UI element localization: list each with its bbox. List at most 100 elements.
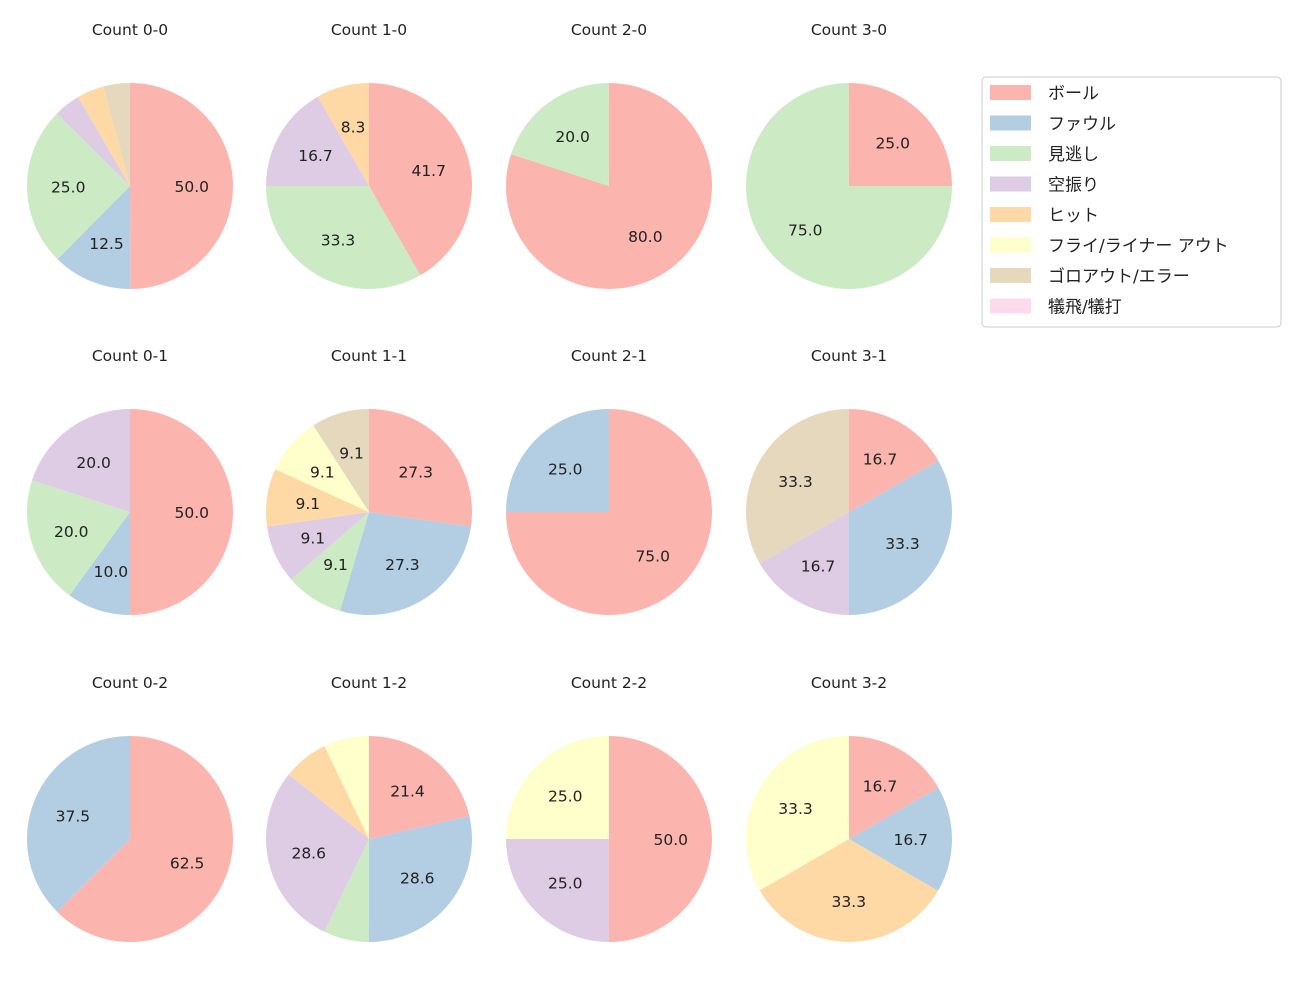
pie-count-0-1: Count 0-1 50.0 10.0 20.0 20.0 [27, 347, 233, 615]
pie-count-0-0: Count 0-0 50.0 12.5 25.0 [26, 21, 233, 289]
pie-slice-2 [511, 83, 609, 186]
slice-label: 16.7 [801, 557, 836, 575]
slice-label: 16.7 [863, 778, 898, 796]
pie-slice-5 [506, 736, 609, 839]
pie-slice-2 [266, 186, 421, 290]
pie-slice-0 [57, 736, 234, 943]
pie-count-3-2: Count 3-2 16.7 16.7 33.3 33.3 [746, 674, 952, 942]
slice-label: 9.1 [296, 495, 321, 513]
legend-swatch [990, 115, 1031, 131]
pie-slice-1 [849, 460, 953, 615]
pie-count-1-0: Count 1-0 41.7 33.3 16.7 8.3 [266, 21, 473, 290]
pie-slice-4 [78, 86, 130, 186]
pie-slice-1 [57, 186, 131, 289]
pie-slice-3 [266, 96, 369, 186]
pie-slice-1 [69, 512, 130, 615]
slice-label: 20.0 [76, 454, 111, 472]
slice-label: 27.3 [385, 556, 420, 574]
pie-slice-4 [317, 83, 369, 186]
slice-label: 9.1 [323, 556, 348, 574]
slice-label: 9.1 [339, 445, 364, 463]
slice-label: 50.0 [654, 831, 689, 849]
pie-slice-1 [368, 816, 472, 943]
pie-slice-1 [849, 787, 952, 891]
pie-title: Count 0-0 [92, 21, 168, 39]
pie-slice-3 [506, 839, 609, 942]
pie-title: Count 1-2 [331, 674, 407, 692]
slice-label: 25.0 [548, 875, 583, 893]
pie-count-2-1: Count 2-1 75.0 25.0 [506, 347, 712, 615]
pie-slice-0 [369, 736, 470, 839]
pie-slice-3 [759, 512, 849, 615]
legend-swatch [990, 146, 1031, 161]
pie-count-3-1: Count 3-1 16.7 33.3 16.7 33.3 [745, 347, 953, 615]
slice-label: 9.1 [310, 464, 335, 482]
slice-label: 75.0 [788, 222, 823, 240]
legend-entry: フライ/ライナー アウト [1048, 237, 1229, 257]
pie-slice-4 [288, 746, 369, 839]
legend-swatch [990, 237, 1031, 253]
pie-title: Count 3-2 [811, 674, 887, 692]
pie-title: Count 3-1 [811, 347, 887, 365]
pie-slice-5 [746, 736, 849, 891]
slice-label: 27.3 [398, 464, 433, 482]
pie-slice-0 [849, 736, 939, 839]
legend-swatch [990, 298, 1031, 314]
slice-label: 28.6 [291, 845, 326, 863]
pie-title: Count 0-1 [92, 347, 168, 365]
legend-swatch [990, 176, 1031, 192]
legend-frame [981, 76, 1282, 328]
slice-label: 28.6 [400, 870, 435, 888]
pie-slice-2 [746, 83, 952, 289]
pie-title: Count 2-1 [571, 347, 647, 365]
pie-count-2-2: Count 2-2 50.0 25.0 25.0 [506, 674, 712, 942]
slice-label: 16.7 [894, 831, 929, 849]
slice-label: 20.0 [555, 128, 590, 146]
slice-label: 80.0 [628, 228, 663, 246]
slice-label: 12.5 [89, 235, 124, 253]
slice-label: 8.3 [341, 118, 366, 136]
pie-title: Count 2-2 [571, 674, 647, 692]
slice-label: 25.0 [548, 460, 583, 478]
pie-slice-2 [291, 512, 369, 611]
slice-label: 21.4 [390, 783, 425, 801]
slice-label: 33.3 [885, 535, 920, 553]
pie-slice-4 [265, 469, 369, 527]
pie-slice-1 [27, 736, 131, 912]
pie-slice-3 [32, 409, 130, 512]
legend-entry: 犠飛/犠打 [1048, 298, 1122, 318]
pie-slice-6 [745, 409, 849, 564]
slice-label: 9.1 [300, 530, 325, 548]
pie-slice-0 [130, 83, 233, 289]
pie-count-0-2: Count 0-2 62.5 37.5 [27, 674, 234, 943]
slice-label: 50.0 [175, 178, 210, 196]
pie-slice-5 [324, 736, 369, 839]
pie-title: Count 0-2 [92, 674, 168, 692]
pie-title: Count 2-0 [571, 21, 647, 39]
legend-entry: ヒット [1048, 206, 1099, 226]
pie-title: Count 1-1 [331, 347, 407, 365]
pie-slice-6 [103, 83, 130, 186]
slice-label: 16.7 [863, 451, 898, 469]
pie-slice-1 [339, 512, 471, 615]
slice-label: 10.0 [94, 563, 129, 581]
pie-title: Count 3-0 [811, 21, 887, 39]
pie-slice-4 [759, 839, 938, 942]
pie-count-2-0: Count 2-0 80.0 20.0 [506, 21, 713, 289]
slice-label: 33.3 [778, 473, 813, 491]
slice-label: 62.5 [170, 855, 205, 873]
slice-label: 16.7 [298, 147, 333, 165]
pie-slice-1 [506, 409, 609, 512]
legend-swatch [990, 207, 1031, 222]
pie-slice-0 [849, 83, 952, 186]
legend-entry: ゴロアウト/エラー [1048, 266, 1190, 287]
slice-label: 33.3 [832, 893, 867, 911]
slice-label: 20.0 [54, 523, 89, 541]
pie-slice-5 [275, 425, 369, 512]
slice-label: 41.7 [411, 162, 446, 180]
pie-slice-2 [27, 480, 130, 596]
slice-label: 50.0 [175, 504, 210, 522]
